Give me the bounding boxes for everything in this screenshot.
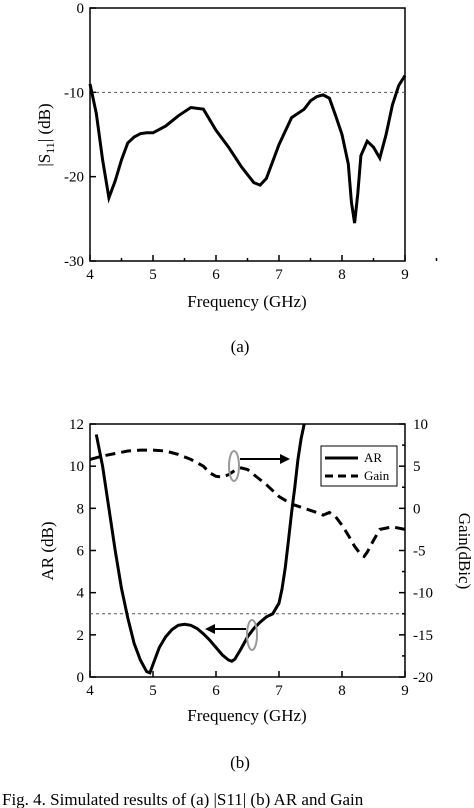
chart-b: 4 5 6 7 8 9 0 2 4 6 8 10 12 -20 -15 -10 -5 0 5 10 AR Gain…: [38, 417, 474, 772]
chart-a-x-tick-label: 4: [86, 267, 94, 283]
chart-b-x-tick-label: 5: [149, 683, 157, 699]
chart-a-y-tick-label: -10: [64, 85, 84, 101]
chart-a-y-label-sub: 11: [43, 142, 57, 154]
chart-b-x-tick-label: 7: [275, 683, 283, 699]
chart-a-y-tick-label: -30: [64, 254, 84, 270]
chart-a-s11-curve: [88, 74, 407, 224]
ar-annotation-ellipse: [246, 619, 258, 651]
chart-b-y-tick-label: 6: [77, 544, 85, 560]
chart-b-right-tick-label: -10: [413, 586, 433, 602]
chart-b-right-tick-label: -15: [413, 628, 433, 644]
chart-a-y-ticks: 0 -10 -20 -30: [64, 1, 96, 270]
chart-b-right-tick-label: 0: [413, 501, 421, 517]
chart-a-x-tick-label: 5: [149, 267, 157, 283]
chart-b-y-tick-label: 4: [77, 586, 85, 602]
gain-axis-annotation: [228, 450, 290, 482]
gain-annotation-arrowhead: [280, 454, 290, 464]
chart-a: 4 5 6 7 8 9 0 -10 -20 -30 Frequency (GHz) |S11| …: [35, 1, 438, 356]
legend-ar-label: AR: [364, 450, 382, 465]
chart-b-right-tick-label: 10: [413, 417, 428, 433]
chart-b-y-ticks-left: 0 2 4 6 8 10 12: [69, 417, 96, 686]
chart-b-x-tick-label: 4: [86, 683, 94, 699]
chart-b-legend: AR Gain: [320, 445, 398, 487]
chart-a-y-label-end: | (dB): [35, 103, 54, 142]
chart-b-x-axis-label: Frequency (GHz): [187, 706, 306, 725]
chart-b-x-tick-label: 6: [212, 683, 220, 699]
chart-b-gain-curve: [89, 448, 406, 559]
legend-box: [320, 445, 398, 487]
chart-a-x-tick-label: 9: [401, 267, 409, 283]
chart-b-y-tick-label: 10: [69, 459, 84, 475]
chart-b-right-tick-label: -5: [413, 544, 426, 560]
chart-b-y-ticks-right: -20 -15 -10 -5 0 5 10: [399, 417, 433, 686]
figure-footer-text: Fig. 4. Simulated results of (a) |S11| (…: [2, 790, 364, 808]
chart-b-y-tick-label: 8: [77, 501, 85, 517]
chart-b-ar-curve: [94, 423, 306, 675]
chart-b-y-axis-label-left: AR (dB): [38, 521, 57, 580]
ar-annotation-arrowhead: [205, 624, 215, 634]
chart-b-right-tick-label: 5: [413, 459, 421, 475]
chart-b-y-axis-label-right: Gain(dBic): [455, 513, 474, 589]
chart-a-x-tick-label: 7: [275, 267, 283, 283]
chart-a-x-tick-label: 6: [212, 267, 220, 283]
chart-a-x-ticks: 4 5 6 7 8 9: [86, 255, 438, 283]
chart-b-right-tick-label: -20: [413, 670, 433, 686]
gain-annotation-ellipse: [228, 450, 240, 482]
legend-gain-label: Gain: [364, 468, 390, 483]
chart-a-y-tick-label: 0: [77, 1, 85, 17]
chart-a-caption: (a): [231, 337, 250, 356]
chart-a-x-tick-label: 8: [338, 267, 346, 283]
ar-axis-annotation: [205, 619, 258, 651]
chart-b-x-tick-label: 8: [338, 683, 346, 699]
chart-b-x-ticks: 4 5 6 7 8 9: [86, 671, 409, 699]
chart-b-y-tick-label: 12: [69, 417, 84, 433]
chart-b-caption: (b): [230, 753, 250, 772]
chart-a-y-tick-label: -20: [64, 170, 84, 186]
chart-a-y-label-main: |S: [35, 154, 54, 167]
chart-b-x-tick-label: 9: [401, 683, 409, 699]
chart-a-y-axis-label: |S11| (dB): [35, 103, 57, 166]
chart-a-x-axis-label: Frequency (GHz): [187, 292, 306, 311]
chart-b-y-tick-label: 2: [77, 628, 85, 644]
chart-b-y-tick-label: 0: [77, 670, 85, 686]
